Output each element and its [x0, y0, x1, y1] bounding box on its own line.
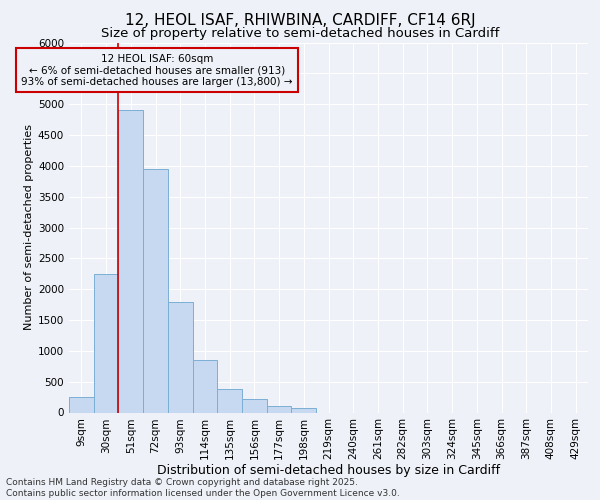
Text: 12, HEOL ISAF, RHIWBINA, CARDIFF, CF14 6RJ: 12, HEOL ISAF, RHIWBINA, CARDIFF, CF14 6…	[125, 12, 475, 28]
Bar	[292, 408, 316, 412]
Bar	[118, 110, 143, 412]
Bar	[217, 390, 242, 412]
Bar	[242, 398, 267, 412]
Bar	[267, 406, 292, 412]
X-axis label: Distribution of semi-detached houses by size in Cardiff: Distribution of semi-detached houses by …	[157, 464, 500, 476]
Bar	[143, 169, 168, 412]
Text: Contains HM Land Registry data © Crown copyright and database right 2025.
Contai: Contains HM Land Registry data © Crown c…	[6, 478, 400, 498]
Bar	[193, 360, 217, 412]
Bar	[69, 397, 94, 412]
Bar	[94, 274, 118, 412]
Text: 12 HEOL ISAF: 60sqm
← 6% of semi-detached houses are smaller (913)
93% of semi-d: 12 HEOL ISAF: 60sqm ← 6% of semi-detache…	[22, 54, 293, 87]
Bar	[168, 302, 193, 412]
Y-axis label: Number of semi-detached properties: Number of semi-detached properties	[24, 124, 34, 330]
Text: Size of property relative to semi-detached houses in Cardiff: Size of property relative to semi-detach…	[101, 28, 499, 40]
